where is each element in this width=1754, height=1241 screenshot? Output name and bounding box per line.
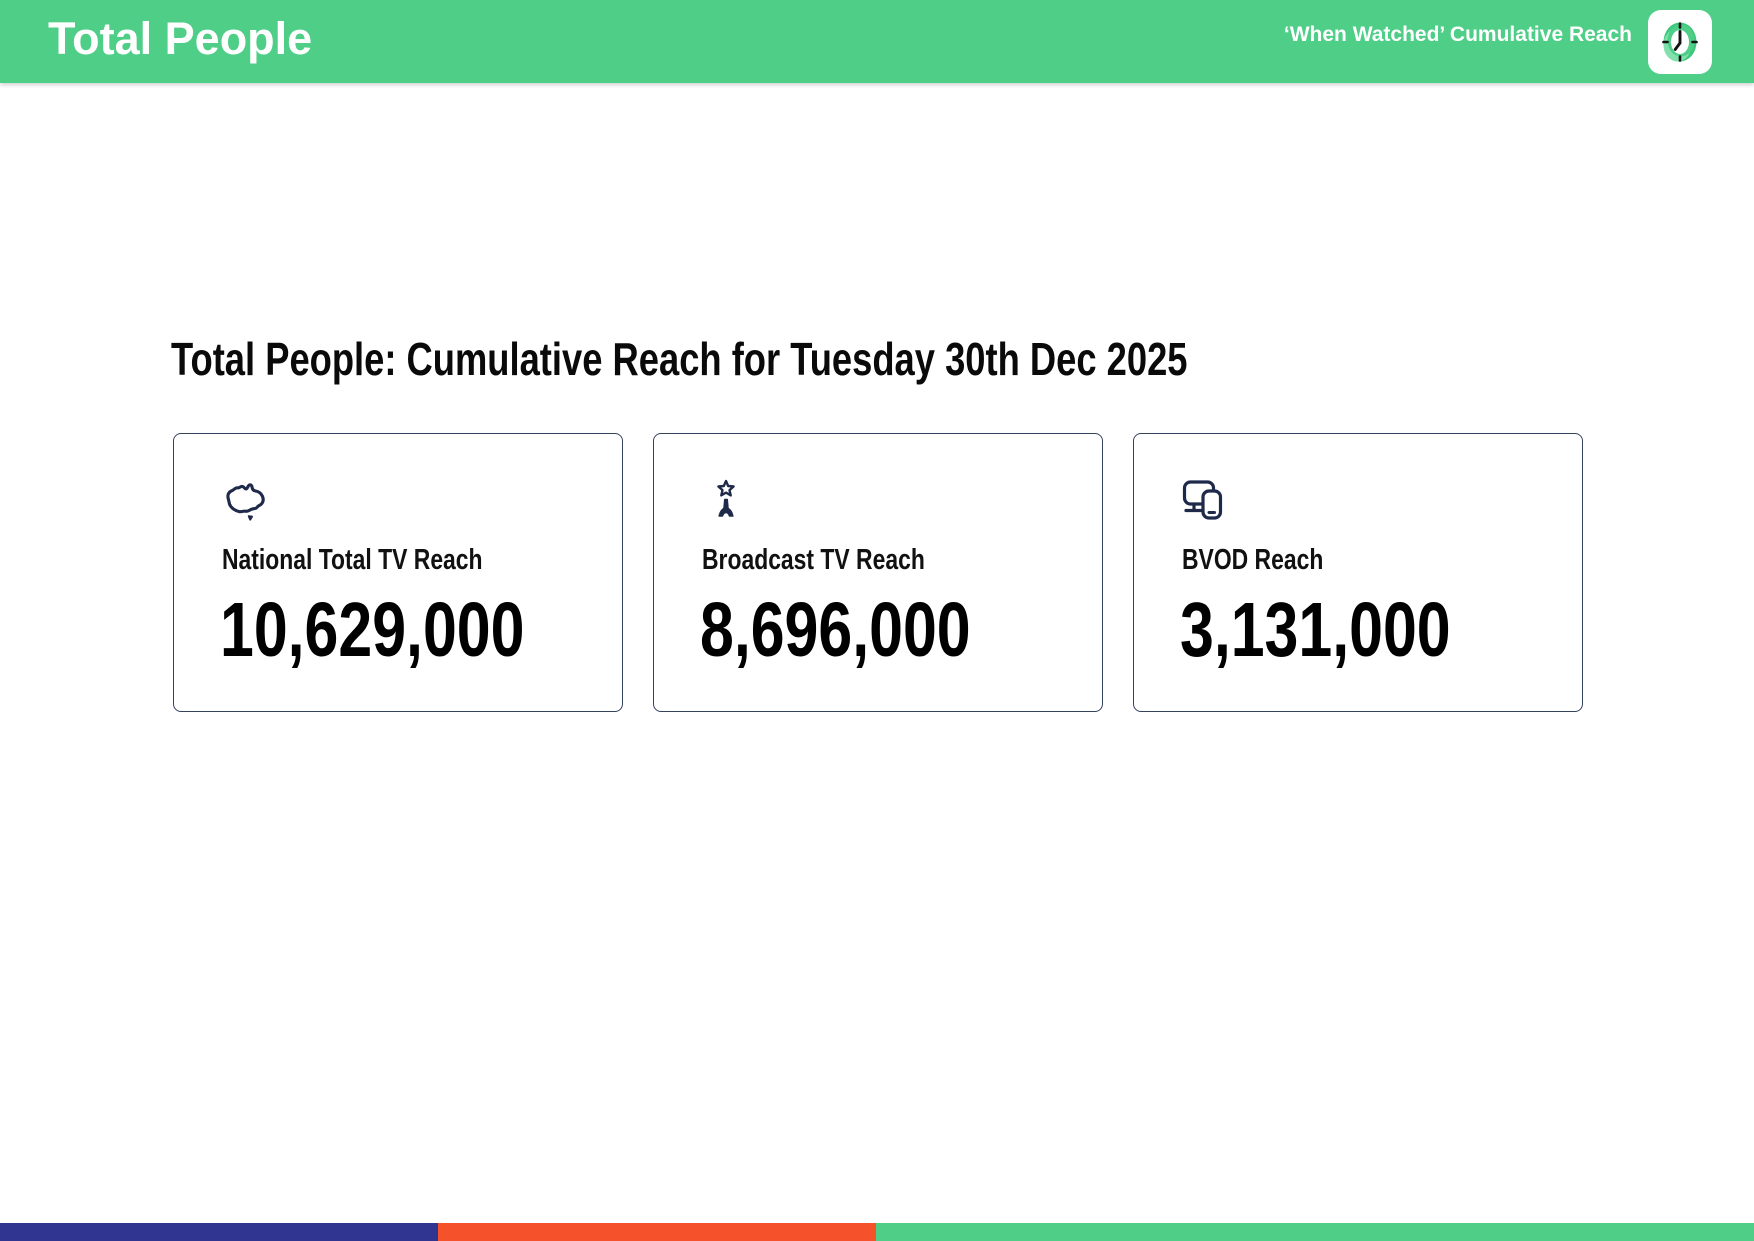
- header-right-group: ‘When Watched’ Cumulative Reach: [1283, 9, 1712, 74]
- kpi-cards-row: National Total TV Reach 10,629,000 Broad…: [173, 433, 1583, 712]
- card-broadcast-tv-reach: Broadcast TV Reach 8,696,000: [653, 433, 1103, 712]
- clock-icon-graphic: [1662, 21, 1698, 62]
- page-title: Total People: Cumulative Reach for Tuesd…: [171, 333, 1188, 385]
- footer-stripe-green: [876, 1223, 1754, 1241]
- header-bar: Total People ‘When Watched’ Cumulative R…: [0, 0, 1754, 83]
- footer-stripe-orange: [438, 1223, 876, 1241]
- footer-stripe-bar: [0, 1223, 1754, 1241]
- header-subtitle: ‘When Watched’ Cumulative Reach: [1283, 23, 1632, 46]
- footer-stripe-navy: [0, 1223, 438, 1241]
- card-label: BVOD Reach: [1182, 544, 1324, 576]
- australia-map-icon: [222, 478, 270, 530]
- card-value: 10,629,000: [220, 587, 525, 673]
- card-label: National Total TV Reach: [222, 544, 483, 576]
- clock-icon: [1648, 9, 1712, 74]
- app-title: Total People: [48, 13, 313, 64]
- card-value: 3,131,000: [1180, 587, 1451, 673]
- devices-icon: [1182, 478, 1228, 530]
- broadcast-tower-icon: [702, 478, 738, 530]
- card-label: Broadcast TV Reach: [702, 544, 925, 576]
- card-national-total-tv-reach: National Total TV Reach 10,629,000: [173, 433, 623, 712]
- card-bvod-reach: BVOD Reach 3,131,000: [1133, 433, 1583, 712]
- card-value: 8,696,000: [700, 587, 971, 673]
